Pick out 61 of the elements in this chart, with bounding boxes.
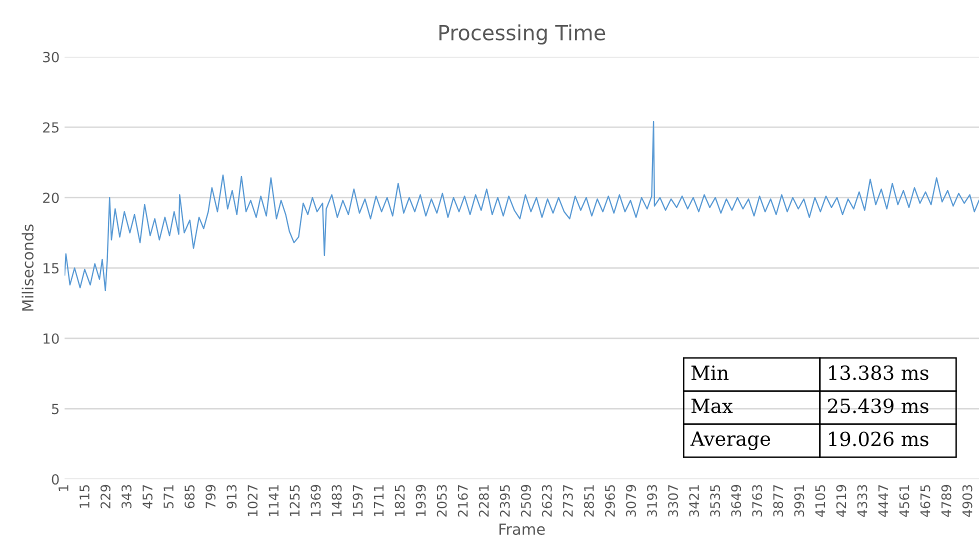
y-tick-label: 20	[43, 192, 59, 204]
x-tick-label: 4903	[962, 485, 972, 517]
chart-title: Processing Time	[439, 24, 606, 45]
x-tick-label: 2053	[436, 485, 447, 517]
y-tick-label: 30	[43, 52, 59, 62]
annotation: Max	[691, 398, 733, 414]
annotation: Min	[691, 366, 729, 380]
x-tick-label: 3307	[668, 485, 678, 517]
x-tick-label: 3763	[752, 485, 762, 517]
x-tick-label: 1369	[310, 484, 321, 516]
y-tick-label: 10	[44, 333, 59, 344]
x-tick-label: 3193	[647, 485, 658, 517]
x-tick-label: 3877	[773, 485, 784, 517]
line-series	[64, 120, 979, 292]
x-tick-label: 1483	[332, 485, 342, 516]
x-tick-label: 4675	[920, 485, 930, 517]
x-tick-label: 3649	[731, 484, 742, 517]
x-tick-label: 3421	[689, 485, 700, 517]
x-tick-label: 3079	[626, 484, 636, 517]
x-tick-label: 1711	[374, 485, 384, 516]
x-tick-label: 4447	[878, 485, 888, 517]
x-tick-label: 229	[100, 484, 110, 508]
x-tick-label: 913	[226, 485, 237, 508]
x-tick-label: 4333	[857, 485, 868, 517]
x-axis-title: Frame	[500, 524, 545, 535]
x-tick-label: 4789	[941, 484, 952, 517]
x-tick-label: 343	[122, 485, 132, 508]
x-tick-label: 1825	[394, 485, 405, 516]
x-tick-label: 1	[58, 485, 68, 491]
x-tick-label: 685	[184, 485, 195, 508]
x-tick-label: 4561	[899, 485, 910, 517]
x-tick-label: 1939	[416, 484, 426, 516]
annotation: Average	[690, 432, 770, 450]
x-tick-label: 1597	[352, 485, 363, 516]
x-tick-label: 2737	[562, 485, 573, 517]
x-tick-label: 3535	[710, 485, 720, 517]
annotation: 13.383 ms	[829, 365, 928, 380]
x-tick-label: 799	[206, 484, 216, 508]
annotation: 19.026 ms	[829, 432, 928, 446]
x-tick-label: 2851	[584, 485, 594, 517]
x-tick-label: 2167	[458, 485, 468, 517]
y-tick-label: 0	[52, 474, 59, 485]
x-tick-label: 4219	[836, 484, 846, 517]
y-axis-title: Miliseconds	[22, 224, 34, 311]
y-tick-label: 25	[43, 122, 59, 133]
x-tick-label: 3991	[794, 485, 804, 517]
x-tick-label: 1027	[248, 485, 258, 516]
x-tick-label: 4105	[815, 485, 826, 517]
x-tick-label: 115	[80, 485, 90, 508]
x-tick-label: 2395	[500, 485, 510, 517]
x-tick-label: 571	[164, 485, 174, 508]
y-tick-label: 5	[52, 404, 59, 414]
x-tick-label: 1141	[268, 485, 278, 516]
x-tick-label: 2281	[478, 485, 489, 517]
x-tick-label: 2509	[520, 484, 531, 517]
x-tick-label: 2623	[542, 485, 552, 517]
y-tick-label: 15	[44, 263, 59, 274]
x-tick-label: 2965	[604, 485, 615, 517]
x-tick-label: 457	[142, 485, 153, 509]
annotation: 25.439 ms	[828, 398, 928, 414]
x-tick-label: 1255	[290, 485, 300, 516]
